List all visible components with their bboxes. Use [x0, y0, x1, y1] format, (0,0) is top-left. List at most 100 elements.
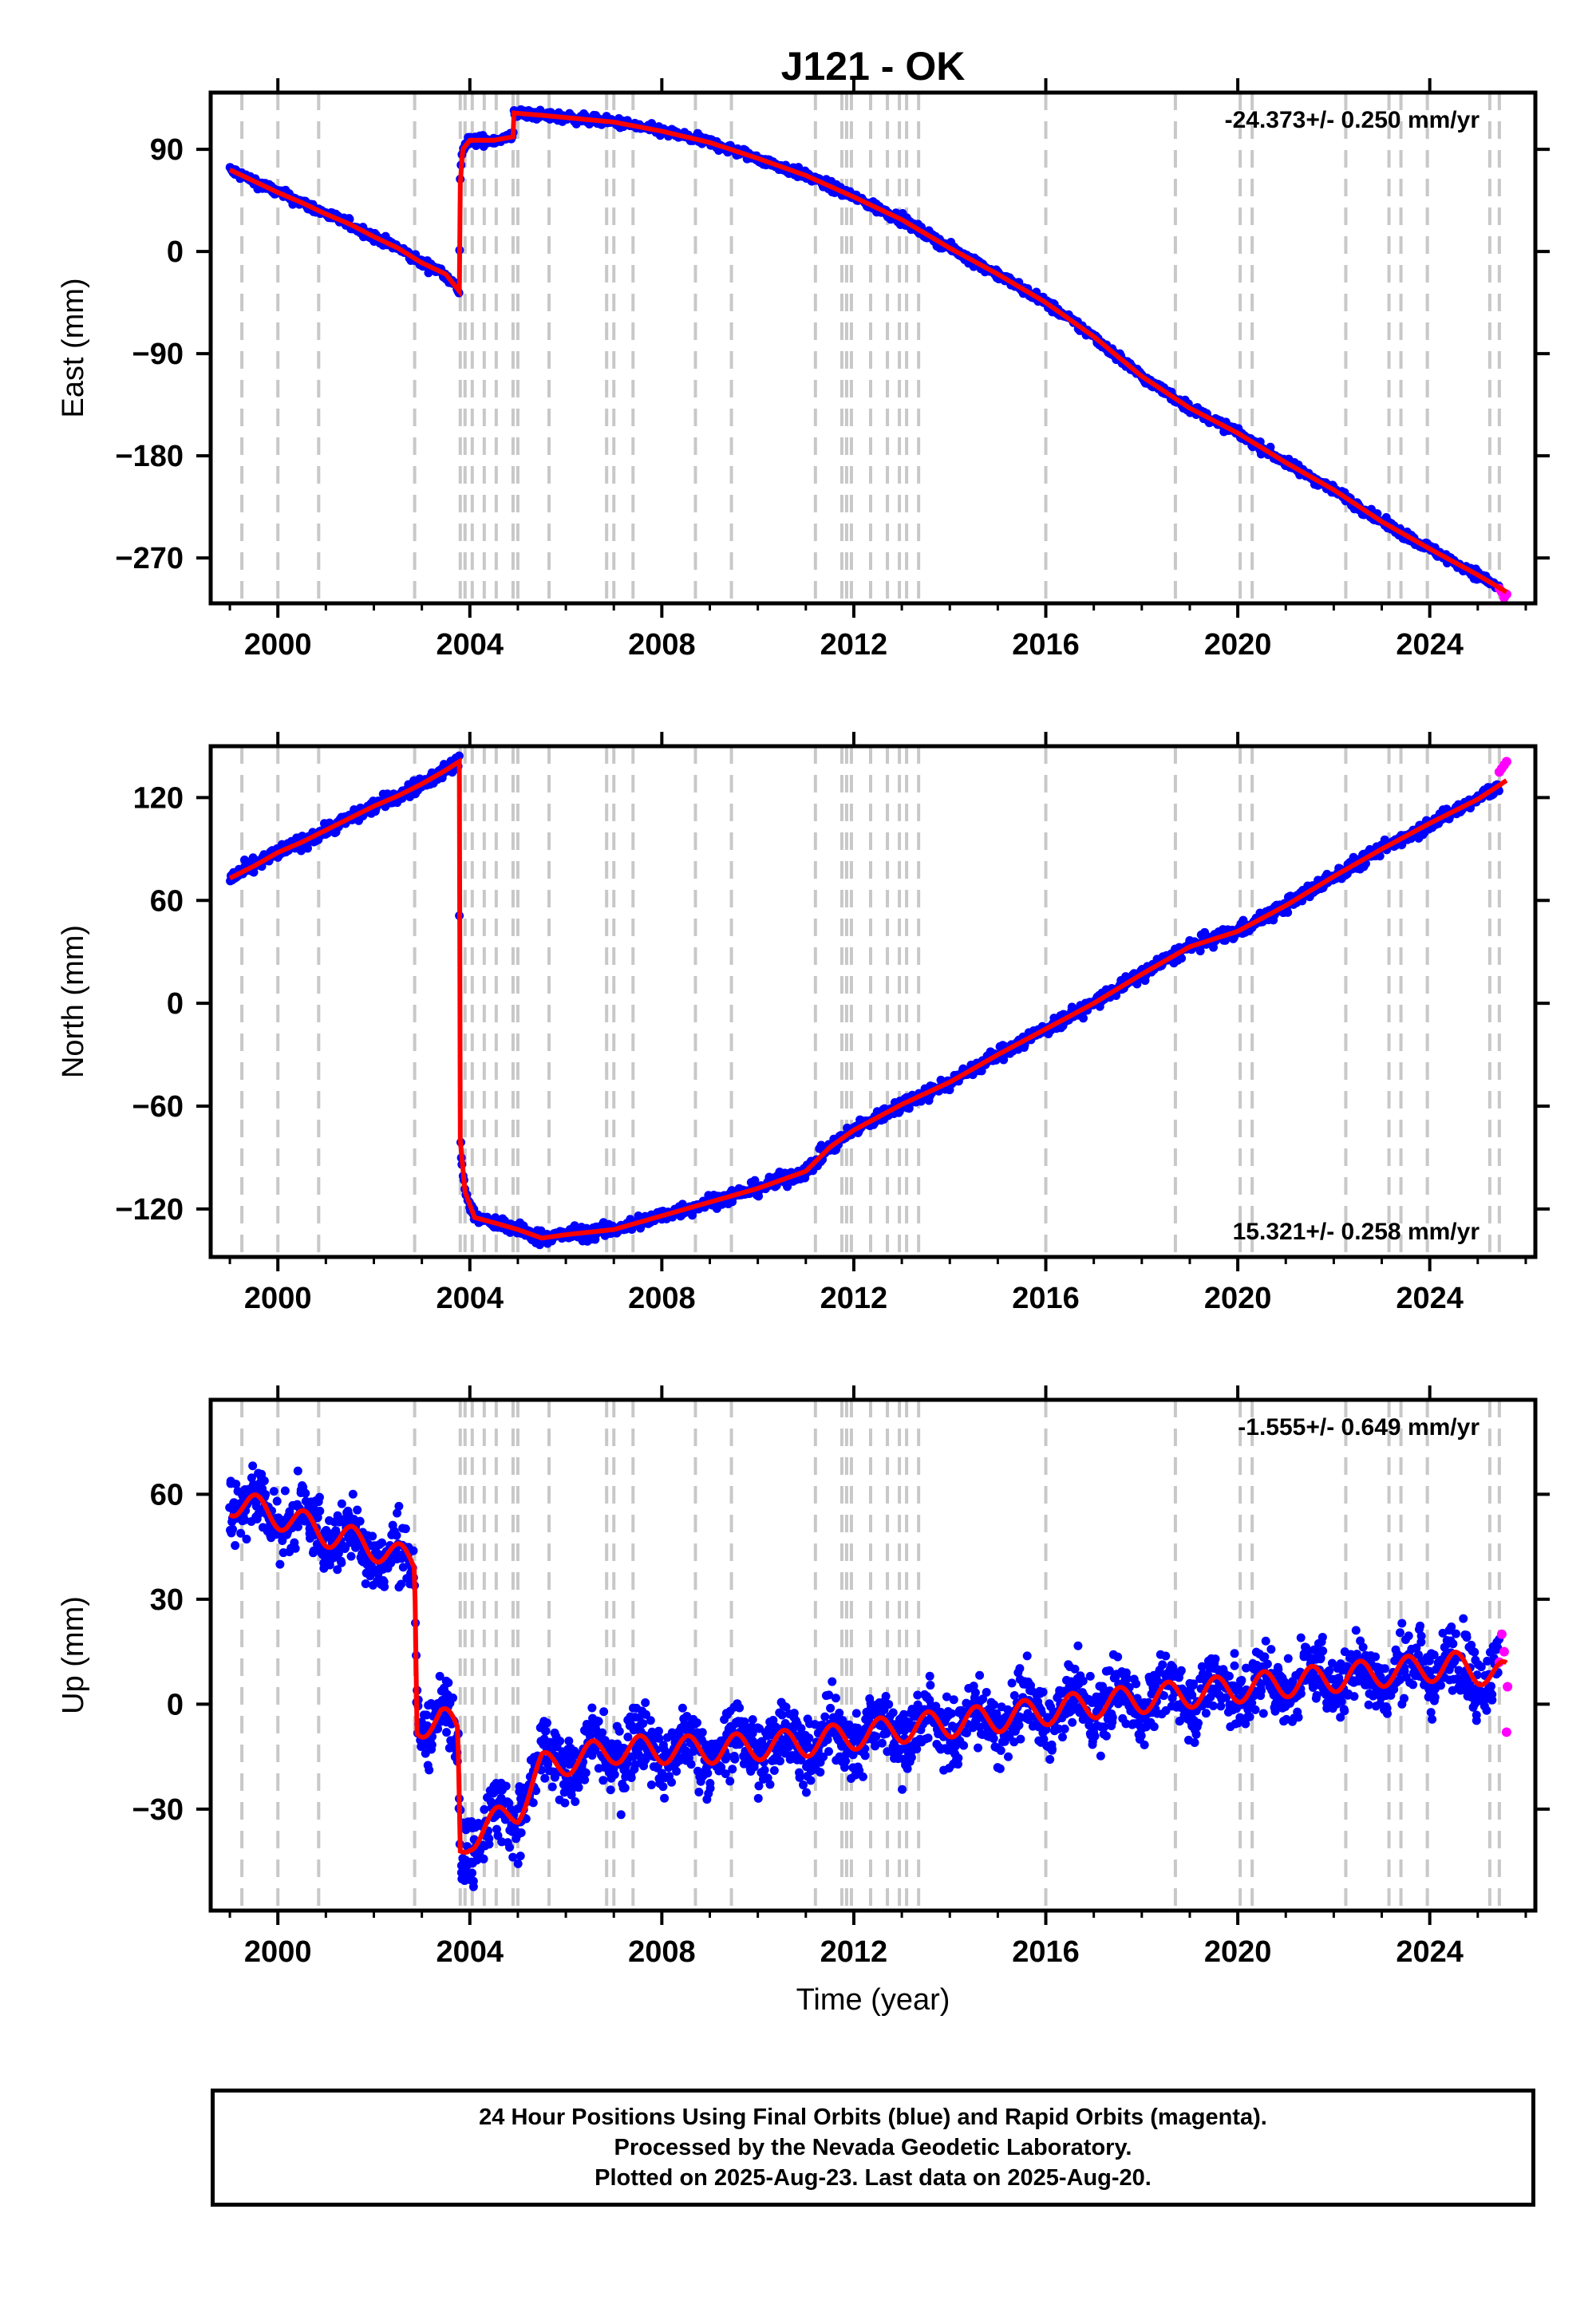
data-point	[333, 1565, 342, 1575]
data-point	[479, 1854, 488, 1863]
data-point	[587, 1703, 597, 1713]
data-point	[1060, 1724, 1069, 1733]
data-point	[564, 1736, 574, 1745]
data-point	[1101, 1731, 1111, 1741]
data-point	[1085, 1671, 1095, 1681]
data-point	[1038, 1687, 1048, 1697]
data-point	[248, 1461, 258, 1471]
data-point	[448, 1693, 458, 1702]
data-point	[484, 1834, 494, 1844]
data-point	[242, 1535, 251, 1544]
data-point	[996, 1745, 1005, 1755]
data-point	[442, 1728, 452, 1737]
data-point	[646, 1780, 656, 1789]
data-point	[1022, 1651, 1032, 1661]
data-point	[999, 1055, 1009, 1065]
data-point	[397, 1579, 406, 1589]
data-point	[970, 1688, 980, 1697]
data-point	[581, 1768, 591, 1777]
data-point	[427, 1740, 437, 1749]
data-point	[953, 1760, 962, 1769]
x-tick-label: 2024	[1396, 1282, 1464, 1315]
data-point	[1108, 1713, 1117, 1722]
data-point	[301, 1488, 310, 1498]
data-point	[748, 1715, 757, 1725]
data-point	[341, 1543, 350, 1553]
x-tick-label: 2000	[244, 1282, 312, 1315]
data-point	[672, 1767, 681, 1777]
data-point	[598, 1776, 608, 1785]
model-line	[228, 110, 1508, 595]
data-point	[1191, 1729, 1201, 1739]
data-point	[334, 1548, 343, 1558]
data-point	[989, 1733, 998, 1743]
data-point	[1158, 1660, 1167, 1670]
data-point	[580, 1775, 590, 1784]
data-point	[646, 1716, 655, 1725]
y-tick-label: −60	[132, 1090, 184, 1124]
data-point	[824, 1747, 833, 1757]
model-line	[228, 757, 1508, 1241]
data-point	[259, 1476, 269, 1486]
data-point	[528, 1798, 538, 1808]
plot-area	[225, 93, 1511, 603]
data-point	[1078, 1014, 1088, 1023]
data-point	[236, 1528, 246, 1538]
data-point	[1073, 1641, 1083, 1650]
data-point	[393, 1508, 402, 1518]
data-point	[769, 1766, 779, 1776]
chart-title: J121 - OK	[781, 44, 966, 89]
data-point	[820, 1712, 830, 1721]
x-tick-label: 2016	[1012, 1282, 1080, 1315]
y-axis-label: East (mm)	[57, 278, 90, 417]
data-point	[435, 1671, 444, 1681]
data-point	[638, 1719, 648, 1729]
data-point	[904, 1104, 914, 1113]
data-point	[513, 1859, 523, 1868]
data-point	[703, 1769, 713, 1778]
data-point	[1078, 1676, 1088, 1686]
x-tick-label: 2012	[820, 1282, 888, 1315]
data-point	[735, 1703, 745, 1713]
y-tick-label: −120	[115, 1193, 184, 1227]
data-point	[409, 1546, 418, 1555]
data-point	[401, 1524, 410, 1534]
data-point	[806, 1776, 816, 1785]
data-point	[804, 1733, 814, 1743]
plot-area	[225, 1400, 1513, 1911]
rate-annotation: 15.321+/- 0.258 mm/yr	[1233, 1219, 1480, 1245]
panel-1: 2000 2004 2008 2012 2016 2020 2024120600−60−12…	[57, 732, 1550, 1315]
data-point	[730, 1754, 740, 1764]
data-point	[1057, 1733, 1067, 1742]
data-point	[776, 1757, 785, 1766]
data-point	[1003, 1752, 1013, 1761]
data-point	[626, 1773, 636, 1783]
data-point	[392, 1531, 401, 1540]
data-point	[249, 868, 259, 877]
data-point	[269, 1487, 279, 1496]
rate-annotation: -24.373+/- 0.250 mm/yr	[1225, 107, 1480, 133]
y-tick-label: −270	[115, 542, 184, 575]
data-point	[315, 1506, 325, 1516]
data-point	[567, 1785, 576, 1795]
data-point	[574, 1783, 583, 1792]
data-point	[630, 1760, 640, 1769]
x-tick-label: 2000	[244, 628, 312, 662]
data-point	[871, 1732, 881, 1741]
data-point	[247, 1473, 256, 1483]
data-point	[728, 1765, 737, 1774]
data-point	[1177, 954, 1187, 963]
data-point	[851, 1709, 861, 1718]
x-tick-label: 2016	[1012, 628, 1080, 662]
data-point	[444, 1678, 453, 1688]
data-point	[959, 1741, 969, 1750]
data-point	[302, 844, 312, 853]
data-point	[654, 1733, 664, 1743]
data-point	[361, 1579, 370, 1588]
data-point	[1007, 1678, 1017, 1688]
rapid-orbit-points	[1494, 757, 1511, 777]
data-point	[257, 1469, 267, 1479]
data-point	[1047, 1744, 1057, 1753]
data-point	[610, 1769, 619, 1779]
